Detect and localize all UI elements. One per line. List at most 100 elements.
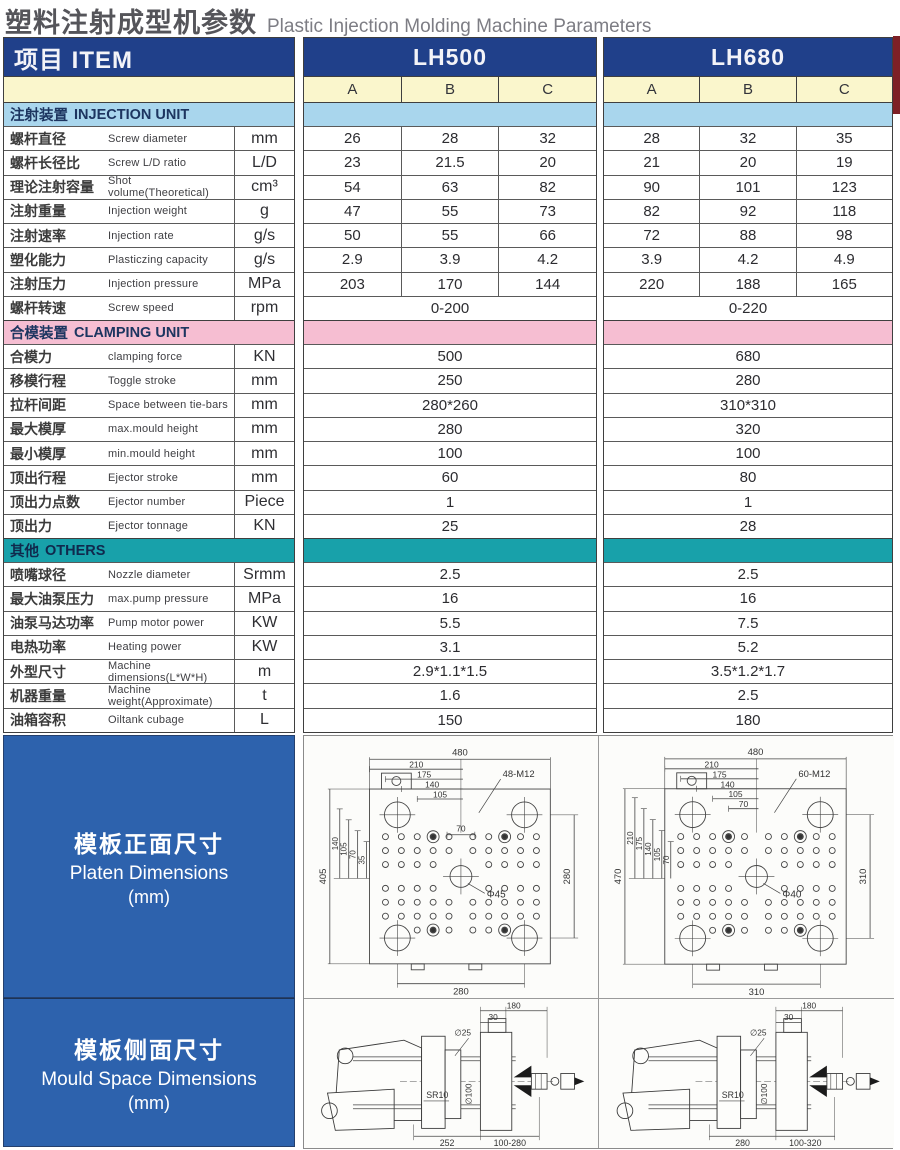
value-cell-merged: 80: [739, 469, 757, 487]
left-dim-label: 105: [340, 842, 349, 856]
value-row: 23 21.5 20: [304, 150, 596, 175]
value-row: 2.9 3.9 4.2: [304, 247, 596, 272]
body-dim-label: 280: [735, 1138, 750, 1148]
value-cell-merged: 280: [437, 420, 463, 438]
param-unit: L/D: [234, 151, 294, 175]
value-cell-merged: 7.5: [737, 614, 759, 632]
value-cell-merged: 60: [441, 469, 459, 487]
param-name-zh: 油箱容积: [10, 712, 66, 729]
param-name-en: Machine weight(Approximate): [108, 683, 213, 708]
param-row: 机器重量 Machine weight(Approximate) t: [4, 683, 294, 708]
value-cell: 88: [699, 224, 795, 248]
left-dim-label: 175: [635, 836, 644, 850]
section-title-zh: 注射装置: [10, 108, 68, 124]
inner-dim-label: 70: [456, 824, 466, 834]
model-header-lh680: LH680: [604, 38, 892, 76]
value-row: 28 32 35: [604, 126, 892, 151]
param-name-en: max.pump pressure: [108, 592, 209, 605]
value-cell: 90: [643, 178, 660, 196]
top-dim-label: 210: [705, 759, 719, 769]
value-row: 5.2: [604, 634, 892, 659]
value-cell: 35: [795, 127, 892, 151]
param-unit: mm: [234, 442, 294, 466]
value-cell-merged: 680: [735, 348, 761, 366]
param-name-en: max.mould height: [108, 423, 199, 436]
param-row: 最大油泵压力 max.pump pressure MPa: [4, 586, 294, 611]
value-row: 320: [604, 416, 892, 441]
subcolumn-header: A: [347, 81, 358, 98]
value-cell: 26: [343, 130, 361, 148]
param-row: 油箱容积 Oiltank cubage L: [4, 707, 294, 732]
param-unit: KW: [234, 635, 294, 659]
value-row: 80: [604, 465, 892, 489]
value-cell: 19: [795, 151, 892, 175]
value-row: 1: [604, 489, 892, 514]
item-header: 项目 ITEM: [4, 38, 294, 76]
value-cell-merged: 5.2: [737, 638, 759, 656]
value-row: 0-200: [304, 295, 596, 320]
mould-range-label: 100-280: [494, 1138, 526, 1148]
param-name-zh: 顶出力: [10, 518, 52, 535]
value-row: 100: [604, 441, 892, 465]
value-row: 60: [304, 465, 596, 489]
value-cell: 82: [643, 202, 660, 220]
section-header-injection: 注射装置 INJECTION UNIT: [4, 102, 294, 126]
param-name-en: Ejector number: [108, 496, 186, 509]
subcolumn-header: B: [400, 77, 499, 102]
param-row: 移模行程 Toggle stroke mm: [4, 368, 294, 393]
value-cell: 28: [400, 127, 499, 151]
param-name-zh: 注射压力: [10, 276, 66, 293]
locating-ring-label: ∅100: [759, 1083, 769, 1105]
parameters-table: 项目 ITEM 注射装置 INJECTION UNIT 螺杆直径 Screw diame…: [3, 37, 893, 733]
param-name-en: Heating power: [108, 641, 182, 654]
mould-svg-LH500: 180 30 ∅25 ∅100 SR10 252 100-280: [321, 1000, 585, 1148]
value-cell: 54: [343, 178, 361, 196]
center-hole-label: Φ40: [782, 889, 801, 900]
param-row: 螺杆直径 Screw diameter mm: [4, 126, 294, 151]
param-name-zh: 螺杆长径比: [10, 154, 80, 171]
value-cell-merged: 2.5: [737, 566, 759, 584]
value-row: 90 101 123: [604, 174, 892, 199]
param-name-zh: 最小模厚: [10, 445, 66, 462]
left-dim-label: 35: [358, 855, 367, 864]
section-band-injection: [604, 102, 892, 126]
value-cell-merged: 25: [441, 517, 459, 535]
depth-dim-label: 180: [802, 1000, 816, 1010]
section-band-injection: [304, 102, 596, 126]
param-unit: mm: [234, 127, 294, 151]
value-cell: 28: [643, 130, 660, 148]
right-dim-label: 280: [561, 869, 572, 885]
param-unit: m: [234, 660, 294, 684]
value-cell: 4.9: [795, 248, 892, 272]
value-cell: 4.2: [699, 248, 795, 272]
param-unit: g/s: [234, 248, 294, 272]
diagram-label-column: 模板正面尺寸 Platen Dimensions (mm) 模板侧面尺寸 Mou…: [3, 735, 295, 1149]
section-title-zh: 合模装置: [10, 326, 68, 342]
value-row: 7.5: [604, 610, 892, 635]
mould-label-en: Mould Space Dimensions: [41, 1069, 257, 1090]
param-name-en: min.mould height: [108, 447, 195, 460]
value-cell: 118: [795, 199, 892, 223]
param-name-zh: 理论注射容量: [10, 179, 94, 196]
total-height-label: 470: [613, 869, 624, 885]
param-unit: L: [234, 708, 294, 732]
param-name-zh: 螺杆直径: [10, 130, 66, 147]
value-row: 500: [304, 344, 596, 368]
param-name-zh: 机器重量: [10, 687, 66, 704]
param-unit: Srmm: [234, 563, 294, 587]
value-cell-merged: 2.9*1.1*1.5: [412, 663, 488, 681]
value-cell: 55: [400, 199, 499, 223]
param-row: 最小模厚 min.mould height mm: [4, 441, 294, 466]
value-cell: 73: [498, 199, 596, 223]
param-name-en: Screw diameter: [108, 132, 188, 145]
param-unit: t: [234, 684, 294, 708]
left-dim-label: 70: [662, 855, 671, 864]
value-row: 72 88 98: [604, 223, 892, 248]
value-cell-merged: 1: [743, 493, 753, 511]
left-dim-label: 140: [644, 842, 653, 856]
section-band-clamping: [304, 320, 596, 344]
value-cell-merged: 280*260: [422, 396, 478, 414]
value-cell: 165: [795, 272, 892, 296]
